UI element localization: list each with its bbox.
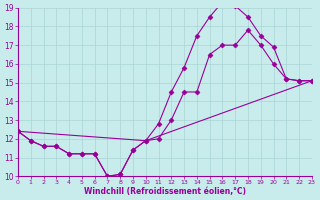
X-axis label: Windchill (Refroidissement éolien,°C): Windchill (Refroidissement éolien,°C)	[84, 187, 246, 196]
